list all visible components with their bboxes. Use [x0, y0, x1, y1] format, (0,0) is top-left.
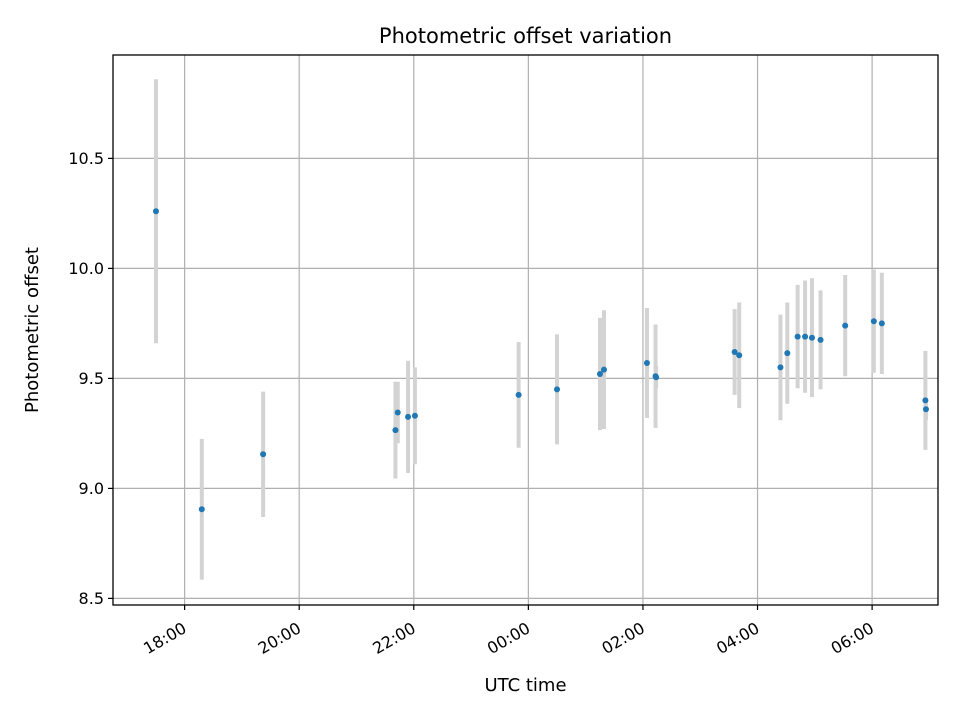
data-point	[392, 427, 399, 434]
error-bars	[153, 79, 928, 580]
x-axis-label: UTC time	[484, 675, 566, 696]
data-point	[922, 397, 929, 404]
axes-frame	[112, 54, 939, 606]
data-point	[842, 322, 849, 329]
data-point	[554, 386, 561, 393]
data-points	[152, 208, 929, 513]
data-point	[802, 333, 809, 340]
grid-lines	[113, 55, 938, 605]
x-tick-label: 18:00	[140, 618, 189, 658]
data-point	[653, 374, 660, 381]
data-point	[394, 409, 401, 416]
data-point	[878, 320, 885, 327]
x-tick-label: 04:00	[713, 618, 762, 658]
data-point	[731, 349, 738, 355]
y-tick-label: 9.0	[79, 479, 104, 498]
data-point	[198, 506, 205, 513]
y-tick-label: 9.5	[79, 369, 104, 388]
x-tick-label: 22:00	[369, 618, 418, 658]
x-tick-label: 00:00	[484, 618, 533, 658]
data-point	[784, 350, 791, 357]
data-point	[808, 334, 815, 341]
data-point	[260, 451, 267, 458]
data-point	[405, 413, 412, 420]
data-point	[777, 364, 784, 371]
y-axis-ticks: 8.5 9.0 9.5 10.0 10.5	[68, 149, 113, 608]
data-point	[736, 352, 743, 359]
data-point	[922, 406, 929, 413]
data-point	[643, 360, 650, 366]
x-axis-ticks: 18:00 20:00 22:00 00:00 02:00 04:00 06:00	[140, 605, 877, 658]
x-tick-label: 20:00	[255, 618, 304, 658]
y-tick-label: 10.0	[68, 259, 104, 278]
y-tick-label: 8.5	[79, 589, 104, 608]
data-point	[152, 208, 159, 215]
data-point	[870, 318, 877, 325]
data-point	[515, 391, 522, 398]
y-tick-label: 10.5	[68, 149, 104, 168]
y-axis-label: Photometric offset	[22, 247, 43, 413]
data-point	[596, 371, 603, 377]
x-tick-label: 06:00	[828, 618, 877, 658]
data-point	[411, 412, 418, 419]
data-point	[817, 336, 824, 343]
data-point	[794, 333, 801, 340]
x-tick-label: 02:00	[599, 618, 648, 658]
data-point	[600, 366, 607, 373]
chart-title: Photometric offset variation	[379, 24, 672, 48]
